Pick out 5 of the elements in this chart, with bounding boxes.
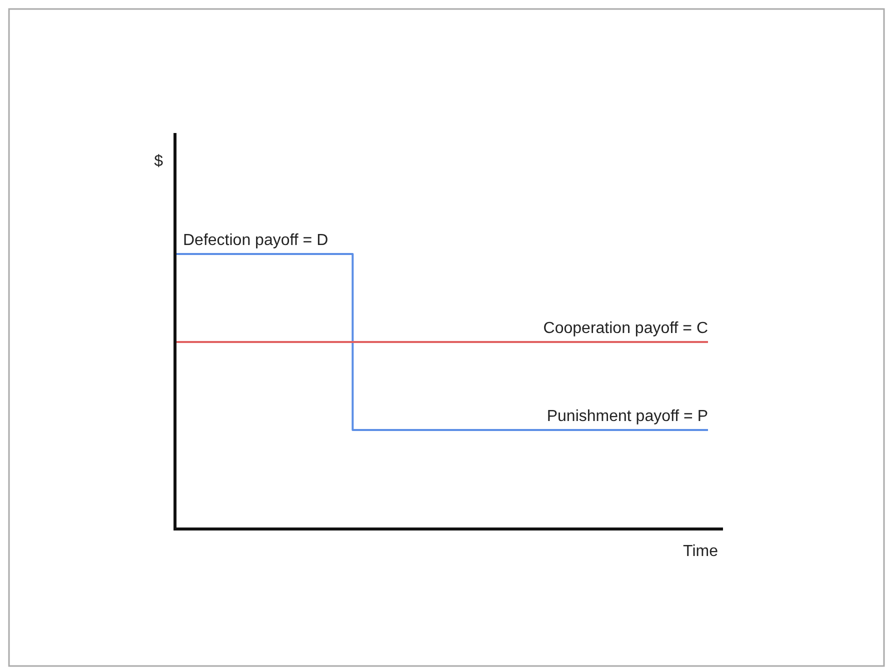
text: $ — [154, 153, 164, 170]
annotation: Defection payoff = D — [183, 232, 328, 249]
annotation: Punishment payoff = P — [546, 408, 708, 425]
series-label: Cooperation payoff = C — [543, 320, 708, 337]
x-axis-title: Time — [683, 543, 718, 560]
